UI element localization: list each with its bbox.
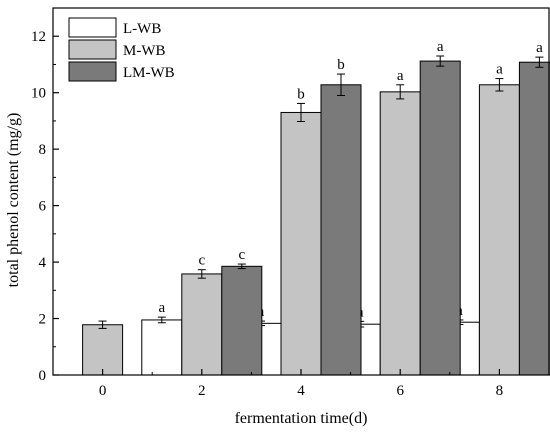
- y-tick-label: 10: [31, 86, 46, 102]
- bar-m-wb: [82, 324, 124, 376]
- bar-lm-wb: [419, 60, 461, 376]
- significance-label: c: [198, 253, 205, 269]
- legend-swatch: [68, 39, 117, 60]
- legend-label: L-WB: [123, 21, 161, 37]
- significance-label: b: [297, 86, 305, 102]
- significance-label: a: [496, 62, 503, 78]
- significance-label: a: [536, 40, 543, 56]
- bar-m-wb: [379, 91, 421, 376]
- y-tick-label: 0: [39, 368, 47, 384]
- legend-swatch: [68, 61, 117, 82]
- bar-l-wb: [141, 319, 183, 376]
- bar-m-wb: [478, 84, 520, 376]
- bar-lm-wb: [320, 84, 362, 376]
- x-tick-label: 6: [396, 383, 404, 399]
- plot-layer: aaaacbaacbaa: [82, 39, 550, 376]
- bar-lm-wb: [518, 61, 550, 376]
- significance-label: c: [238, 247, 245, 263]
- significance-label: b: [337, 57, 345, 73]
- x-tick-label: 2: [198, 383, 206, 399]
- significance-label: a: [158, 300, 165, 316]
- y-tick-label: 2: [39, 312, 47, 328]
- x-axis-label: fermentation time(d): [235, 410, 368, 427]
- bar-m-wb: [280, 111, 322, 376]
- legend: L-WB M-WB LM-WB: [68, 17, 175, 82]
- x-tick-label: 4: [297, 383, 305, 399]
- significance-label: a: [397, 68, 404, 84]
- legend-label: LM-WB: [123, 65, 175, 81]
- bar-m-wb: [181, 273, 223, 376]
- significance-label: a: [437, 39, 444, 55]
- legend-label: M-WB: [123, 43, 166, 59]
- y-tick-label: 6: [39, 199, 47, 215]
- y-tick-label: 4: [39, 255, 47, 271]
- axes-layer: 0 2 4 6 8 10 12 0 2 4 6 8: [31, 7, 550, 399]
- x-tick-label: 0: [99, 383, 107, 399]
- bar-lm-wb: [221, 265, 263, 376]
- legend-swatch: [68, 17, 117, 38]
- y-axis-label: total phenol content (mg/g): [5, 113, 22, 288]
- y-tick-label: 8: [39, 142, 47, 158]
- x-tick-label: 8: [496, 383, 504, 399]
- y-tick-label: 12: [31, 29, 46, 45]
